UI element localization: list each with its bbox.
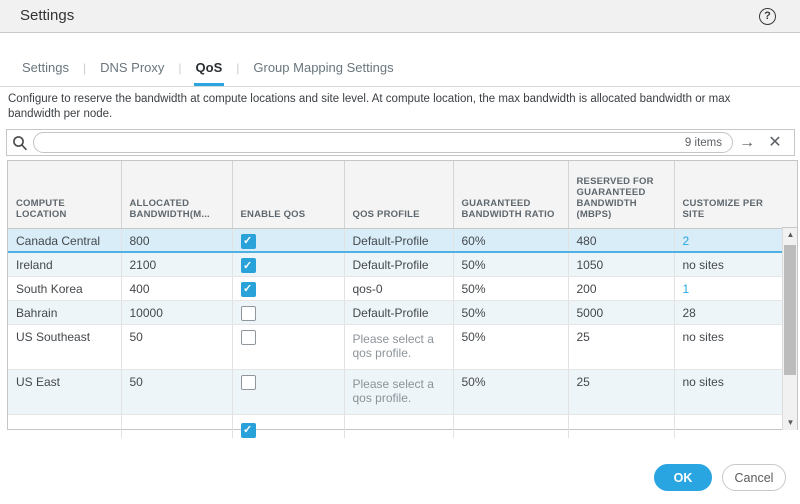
col-header-reserved-bandwidth[interactable]: RESERVED FOR GUARANTEED BANDWIDTH (MBPS) bbox=[568, 161, 675, 229]
reserved-bandwidth-cell: 1050 bbox=[568, 252, 675, 277]
tab-bar: Settings | DNS Proxy | QoS | Group Mappi… bbox=[0, 50, 800, 87]
reserved-bandwidth-cell: 25 bbox=[568, 369, 675, 415]
tab-qos[interactable]: QoS bbox=[193, 50, 225, 86]
table-row[interactable]: Bahrain 10000 Default-Profile 50% 5000 2… bbox=[8, 300, 783, 325]
qos-profile-cell[interactable]: Default-Profile bbox=[344, 252, 454, 277]
reserved-bandwidth-cell: 200 bbox=[568, 276, 675, 301]
tab-dns-proxy[interactable]: DNS Proxy bbox=[100, 60, 165, 75]
compute-location-cell: US East bbox=[8, 369, 122, 415]
search-input[interactable] bbox=[44, 135, 685, 150]
apply-filter-arrow-icon[interactable]: → bbox=[739, 134, 755, 151]
tab-separator: | bbox=[82, 61, 87, 75]
compute-location-cell: Ireland bbox=[8, 252, 122, 277]
table-row[interactable]: US East 50 Please select a qos profile. … bbox=[8, 369, 783, 415]
enable-qos-checkbox[interactable] bbox=[240, 305, 256, 321]
reserved-bandwidth-cell: 5000 bbox=[568, 300, 675, 325]
col-header-compute-location[interactable]: COMPUTE LOCATION bbox=[8, 161, 122, 229]
enable-qos-checkbox[interactable] bbox=[240, 374, 256, 390]
enable-qos-checkbox[interactable] bbox=[240, 233, 256, 249]
cancel-button[interactable]: Cancel bbox=[722, 464, 786, 491]
customize-per-site-link[interactable]: 1 bbox=[682, 281, 690, 296]
allocated-bandwidth-cell: 50 bbox=[121, 369, 233, 415]
bandwidth-ratio-cell: 50% bbox=[453, 300, 569, 325]
customize-per-site-cell: no sites bbox=[674, 252, 783, 277]
compute-location-cell: US Southeast bbox=[8, 324, 122, 370]
table-row[interactable]: Canada Central 800 Default-Profile 60% 4… bbox=[8, 227, 783, 253]
header-filler bbox=[782, 161, 797, 228]
dialog-titlebar: Settings ? bbox=[0, 0, 800, 33]
table-row[interactable]: South Korea 400 qos-0 50% 200 1 bbox=[8, 276, 783, 301]
col-header-customize-per-site[interactable]: CUSTOMIZE PER SITE bbox=[674, 161, 783, 229]
search-icon[interactable] bbox=[7, 130, 33, 155]
enable-qos-checkbox[interactable] bbox=[240, 258, 256, 273]
bandwidth-ratio-cell: 50% bbox=[453, 276, 569, 301]
allocated-bandwidth-cell: 800 bbox=[121, 227, 233, 253]
tab-settings[interactable]: Settings bbox=[22, 60, 69, 75]
allocated-bandwidth-cell: 2100 bbox=[121, 252, 233, 277]
col-header-enable-qos[interactable]: ENABLE QOS bbox=[232, 161, 345, 229]
allocated-bandwidth-cell: 10000 bbox=[121, 300, 233, 325]
reserved-bandwidth-cell: 25 bbox=[568, 324, 675, 370]
col-header-allocated-bandwidth[interactable]: ALLOCATED BANDWIDTH(M... bbox=[121, 161, 233, 229]
tab-group-mapping-settings[interactable]: Group Mapping Settings bbox=[253, 60, 394, 75]
customize-per-site-link[interactable]: 2 bbox=[682, 233, 690, 248]
ok-button[interactable]: OK bbox=[654, 464, 712, 491]
reserved-bandwidth-cell: 480 bbox=[568, 227, 675, 253]
dialog-footer: OK Cancel bbox=[0, 442, 800, 504]
qos-profile-cell[interactable]: qos-0 bbox=[344, 276, 454, 301]
qos-profile-placeholder[interactable]: Please select a qos profile. bbox=[352, 376, 434, 405]
customize-per-site-cell: no sites bbox=[674, 369, 783, 415]
bandwidth-ratio-cell: 50% bbox=[453, 369, 569, 415]
compute-location-cell: Bahrain bbox=[8, 300, 122, 325]
scroll-down-icon[interactable]: ▼ bbox=[786, 418, 795, 427]
table-row-partial[interactable] bbox=[8, 414, 783, 438]
help-icon[interactable]: ? bbox=[759, 8, 776, 25]
table-row[interactable]: Ireland 2100 Default-Profile 50% 1050 no… bbox=[8, 252, 783, 277]
scroll-up-icon[interactable]: ▲ bbox=[786, 230, 795, 239]
col-header-qos-profile[interactable]: QOS PROFILE bbox=[344, 161, 454, 229]
compute-location-cell: Canada Central bbox=[8, 227, 122, 253]
item-count-badge: 9 items bbox=[684, 136, 722, 149]
qos-profile-cell[interactable]: Default-Profile bbox=[344, 227, 454, 253]
qos-profile-cell[interactable]: Default-Profile bbox=[344, 300, 454, 325]
qos-profile-placeholder[interactable]: Please select a qos profile. bbox=[352, 331, 434, 360]
tab-separator: | bbox=[178, 61, 182, 75]
table-row[interactable]: US Southeast 50 Please select a qos prof… bbox=[8, 324, 783, 370]
search-field-wrap: 9 items bbox=[33, 132, 733, 153]
enable-qos-checkbox[interactable] bbox=[240, 281, 256, 297]
clear-filter-x-icon[interactable]: ✕ bbox=[768, 134, 782, 151]
customize-per-site-cell: no sites bbox=[674, 324, 783, 370]
scrollbar-thumb[interactable] bbox=[784, 245, 796, 375]
allocated-bandwidth-cell: 400 bbox=[121, 276, 233, 301]
customize-per-site-cell: 28 bbox=[674, 300, 783, 325]
allocated-bandwidth-cell: 50 bbox=[121, 324, 233, 370]
bandwidth-ratio-cell: 50% bbox=[453, 324, 569, 370]
enable-qos-checkbox[interactable] bbox=[240, 422, 256, 438]
col-header-guaranteed-bandwidth-ratio[interactable]: GUARANTEED BANDWIDTH RATIO bbox=[453, 161, 569, 229]
bandwidth-ratio-cell: 60% bbox=[453, 227, 569, 253]
vertical-scrollbar[interactable]: ▲ ▼ bbox=[782, 228, 797, 430]
qos-table: COMPUTE LOCATION ALLOCATED BANDWIDTH(M..… bbox=[7, 160, 798, 438]
compute-location-cell: South Korea bbox=[8, 276, 122, 301]
search-bar: 9 items → ✕ bbox=[6, 129, 795, 156]
bandwidth-ratio-cell: 50% bbox=[453, 252, 569, 277]
table-header-row: COMPUTE LOCATION ALLOCATED BANDWIDTH(M..… bbox=[8, 161, 783, 229]
enable-qos-checkbox[interactable] bbox=[240, 329, 256, 345]
qos-description: Configure to reserve the bandwidth at co… bbox=[8, 93, 731, 120]
tab-separator: | bbox=[236, 61, 240, 75]
dialog-title: Settings bbox=[20, 7, 75, 24]
